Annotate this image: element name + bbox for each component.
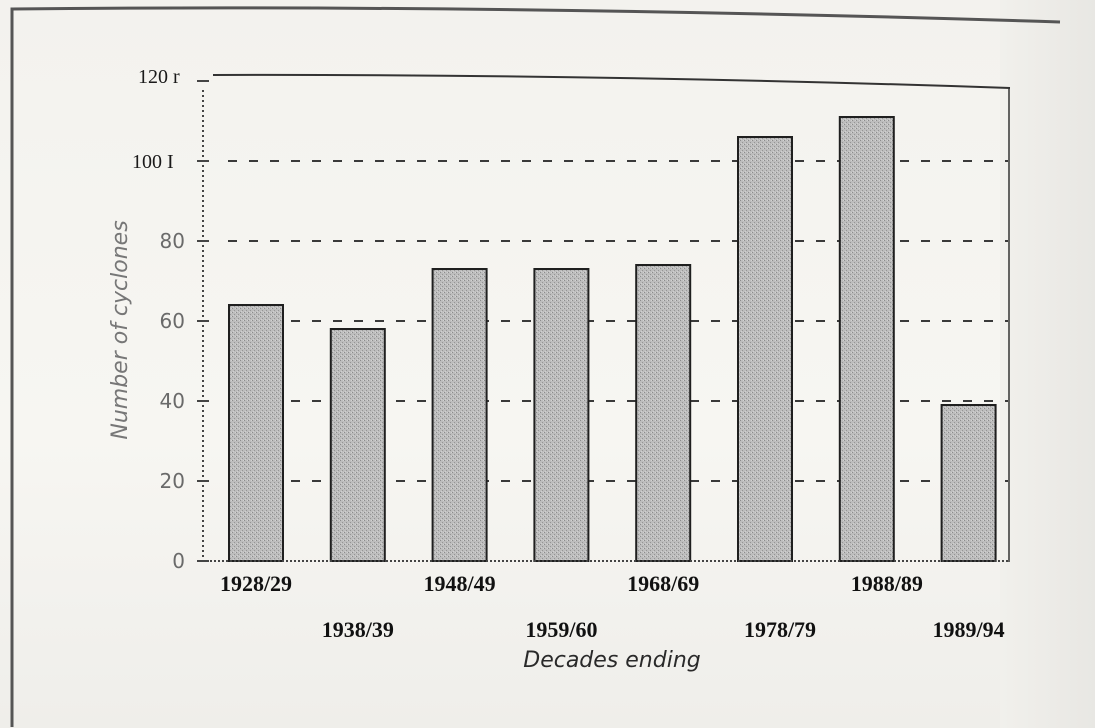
- x-tick-label: 1959/60: [525, 617, 597, 642]
- y-tick-label: 0: [172, 549, 185, 573]
- figure-frame: [10, 6, 1061, 727]
- bars: [228, 116, 997, 562]
- y-tick-label: 60: [160, 309, 185, 333]
- bar-1948-49: [431, 268, 488, 562]
- plot-top-border: [212, 73, 1011, 89]
- x-tick-label: 1989/94: [933, 617, 1005, 642]
- bar-1968-69: [635, 264, 692, 562]
- x-tick-labels: 1928/29 1938/39 1948/49 1959/60 1968/69 1978/…: [220, 571, 1005, 642]
- bar-1988-89: [838, 116, 895, 562]
- y-tick-labels: 0 20 40 60 80 100 I 120 r: [132, 66, 209, 573]
- bar-1928-29: [228, 304, 284, 562]
- x-tick-label: 1948/49: [424, 571, 496, 596]
- y-tick-label: 20: [160, 469, 185, 493]
- bar-1938-39: [329, 328, 386, 562]
- y-tick-label: 40: [160, 389, 185, 413]
- x-tick-label: 1988/89: [851, 571, 923, 596]
- x-tick-label: 1978/79: [744, 617, 816, 642]
- y-tick-label: 80: [160, 229, 185, 253]
- bar-1978-79: [737, 136, 793, 562]
- x-axis-label: Decades ending: [523, 648, 701, 673]
- bar-1989-94: [940, 404, 997, 562]
- y-axis-label: Number of cyclones: [108, 220, 133, 439]
- page-bleed-through: [1000, 0, 1095, 728]
- y-tick-label: 120 r: [138, 66, 180, 88]
- y-tick-label: 100 I: [132, 151, 174, 173]
- x-tick-label: 1968/69: [627, 571, 699, 596]
- bar-1959-60: [533, 268, 590, 562]
- x-tick-label: 1938/39: [322, 617, 394, 642]
- x-tick-label: 1928/29: [220, 571, 292, 596]
